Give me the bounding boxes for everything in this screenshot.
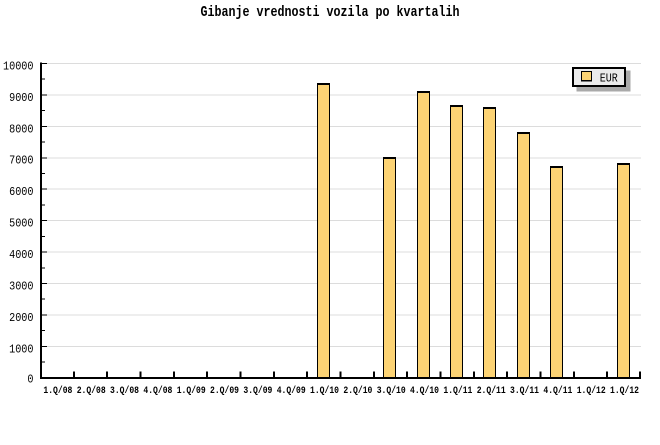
svg-text:2.Q/08: 2.Q/08 [77, 385, 106, 397]
svg-text:6000: 6000 [9, 185, 33, 199]
svg-text:1.Q/08: 1.Q/08 [43, 385, 72, 397]
svg-text:5000: 5000 [9, 217, 33, 231]
svg-text:Gibanje vrednosti vozila po kv: Gibanje vrednosti vozila po kvartalih [201, 5, 460, 21]
svg-text:10000: 10000 [3, 59, 34, 73]
svg-text:2.Q/09: 2.Q/09 [210, 385, 239, 397]
svg-text:3000: 3000 [9, 279, 33, 293]
svg-text:1.Q/11: 1.Q/11 [443, 385, 472, 397]
svg-text:1.Q/10: 1.Q/10 [310, 385, 339, 397]
svg-text:4.Q/09: 4.Q/09 [277, 385, 306, 397]
svg-text:4.Q/10: 4.Q/10 [410, 385, 439, 397]
svg-text:4.Q/11: 4.Q/11 [543, 385, 572, 397]
svg-text:3.Q/09: 3.Q/09 [243, 385, 272, 397]
svg-text:EUR: EUR [600, 72, 618, 86]
svg-text:1.Q/12: 1.Q/12 [610, 385, 639, 397]
svg-text:7000: 7000 [9, 154, 33, 168]
svg-text:4000: 4000 [9, 248, 33, 262]
svg-text:3.Q/08: 3.Q/08 [110, 385, 139, 397]
svg-text:1000: 1000 [9, 342, 33, 356]
svg-text:4.Q/08: 4.Q/08 [143, 385, 172, 397]
svg-text:2.Q/10: 2.Q/10 [343, 385, 372, 397]
svg-text:3.Q/10: 3.Q/10 [377, 385, 406, 397]
svg-text:1.Q/12: 1.Q/12 [577, 385, 606, 397]
svg-text:0: 0 [27, 372, 33, 386]
svg-text:9000: 9000 [9, 91, 33, 105]
svg-text:8000: 8000 [9, 122, 33, 136]
svg-text:2.Q/11: 2.Q/11 [477, 385, 506, 397]
svg-text:3.Q/11: 3.Q/11 [510, 385, 539, 397]
svg-text:1.Q/09: 1.Q/09 [177, 385, 206, 397]
svg-text:2000: 2000 [9, 311, 33, 325]
